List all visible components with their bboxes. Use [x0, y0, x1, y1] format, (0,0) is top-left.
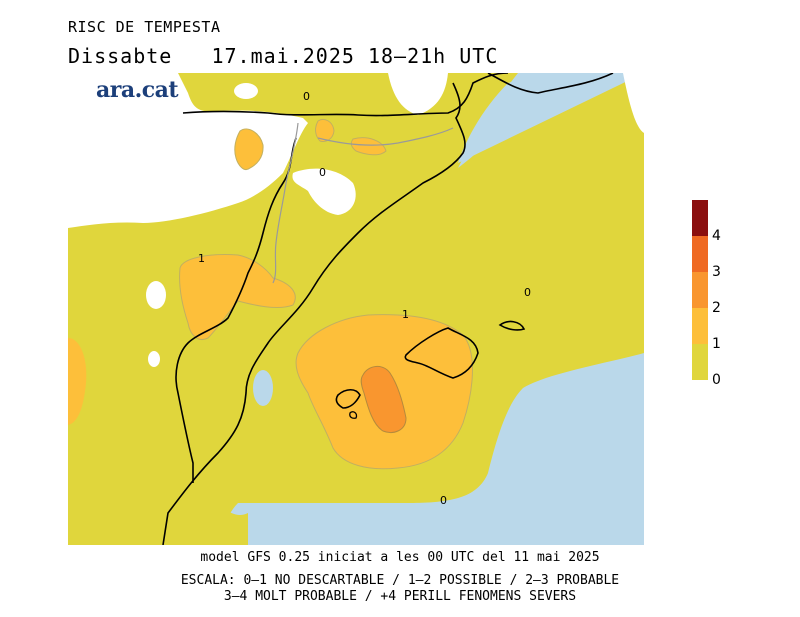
scale-info-line1: ESCALA: 0–1 NO DESCARTABLE / 1–2 POSSIBL…: [180, 573, 620, 588]
forecast-day: Dissabte: [68, 44, 173, 68]
risk-legend: [692, 200, 708, 380]
model-info: model GFS 0.25 iniciat a les 00 UTC del …: [200, 550, 600, 565]
forecast-time: Dissabte 17.mai.2025 18–21h UTC: [68, 44, 498, 68]
land-south-coast: [218, 503, 248, 545]
legend-label-2: 2: [712, 300, 721, 316]
island-mallorca: [404, 327, 479, 379]
map-canvas: [68, 73, 644, 545]
legend-label-1: 1: [712, 336, 721, 352]
contour-label-1-west: 1: [198, 252, 205, 265]
map-title: RISC DE TEMPESTA: [68, 18, 221, 36]
sea-area-north: [238, 73, 644, 545]
legend-swatch-3-4: [692, 236, 708, 272]
border-line-west: [175, 137, 297, 483]
scale-info-line2: 3–4 MOLT PROBABLE / +4 PERILL FENOMENS S…: [223, 589, 577, 604]
ara-cat-logo[interactable]: ara.cat: [96, 77, 179, 103]
no-data-northwest: [68, 103, 175, 128]
risk-1-2-north-3: [350, 137, 387, 156]
island-ibiza: [335, 388, 361, 409]
legend-label-0: 0: [712, 372, 721, 388]
contour-label-0-north: 0: [303, 90, 310, 103]
no-data-top-right: [623, 73, 644, 133]
storm-risk-map: 0 0 1 0 1 0: [68, 73, 644, 545]
island-formentera: [349, 411, 358, 419]
no-data-hole-1: [146, 281, 166, 309]
no-data-north-right: [388, 73, 448, 115]
forecast-date: 17.mai.2025: [211, 44, 355, 68]
border-line-north: [182, 73, 509, 117]
risk-1-2-area-far-west: [68, 338, 87, 425]
risk-1-2-area-west: [179, 254, 296, 340]
legend-swatch-4-plus: [692, 200, 708, 236]
no-data-hole-2: [148, 351, 160, 367]
risk-1-2-north-1: [234, 128, 264, 171]
forecast-hours: 18–21h UTC: [367, 44, 499, 68]
region-border-gray: [317, 127, 454, 146]
legend-swatch-1-2: [692, 308, 708, 344]
contour-label-0-center: 0: [319, 166, 326, 179]
legend-label-4: 4: [712, 228, 721, 244]
contour-label-1-center: 1: [402, 308, 409, 321]
coastline: [162, 82, 466, 545]
no-data-spot: [234, 83, 258, 99]
legend-label-3: 3: [712, 264, 721, 280]
river-gray: [272, 122, 299, 284]
island-menorca: [498, 320, 526, 331]
risk-1-2-north-2: [315, 118, 335, 142]
border-line-east: [487, 73, 614, 94]
legend-swatch-0-1: [692, 344, 708, 380]
legend-swatch-2-3: [692, 272, 708, 308]
contour-label-0-east: 0: [524, 286, 531, 299]
no-data-center: [292, 168, 356, 215]
risk-2-3-area: [360, 366, 407, 433]
lake-area: [253, 370, 273, 406]
contour-label-0-south: 0: [440, 494, 447, 507]
